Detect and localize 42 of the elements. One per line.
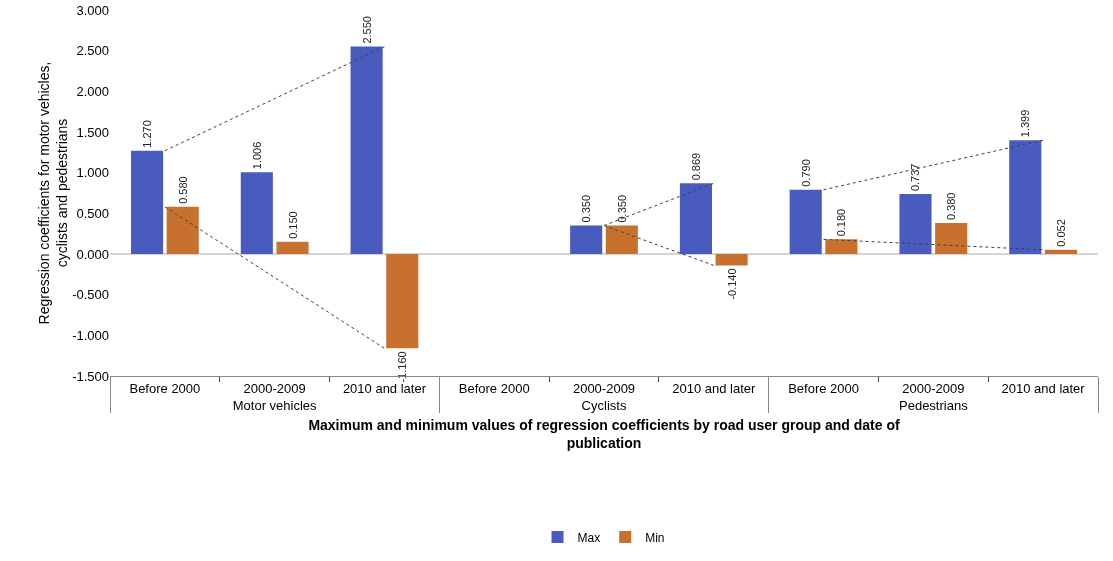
data-label: 0.350 [615,195,628,223]
text: Cyclists [581,397,627,413]
x-tick-label: 2010 and later [672,380,757,396]
data-label: 0.150 [286,211,299,239]
x-tick-label: Before 2000 [788,380,859,396]
data-label: 2.550 [360,16,373,44]
data-label: 0.869 [689,152,702,181]
data-label: 1.006 [250,141,263,170]
y-tick-label: 2.000 [76,83,109,99]
x-tick-label: 2000-2009 [243,380,306,396]
data-label: 1.270 [141,120,154,148]
y-tick-label: -1.000 [72,327,109,343]
text: Motor vehicles [232,397,318,413]
x-tick-label: 2000-2009 [902,380,965,396]
data-label: 0.180 [835,208,848,237]
legend-label: Max [577,530,601,545]
y-tick-label: 3.000 [76,2,109,18]
y-axis-title: Regression coefficients for motor vehicles, cyclists and pedestrians [35,61,71,325]
text: Pedestrians [899,397,969,413]
data-label: 0.350 [580,195,593,223]
data-label: 0.790 [799,159,812,187]
y-tick-label: 1.500 [76,124,109,140]
data-label: 1.399 [1019,109,1032,138]
y-tick-label: 0.500 [76,205,109,221]
y-tick-label: 2.500 [76,43,109,59]
x-tick-label: Before 2000 [129,380,201,396]
x-tick-label: 2000-2009 [572,380,636,396]
data-label: 0.380 [945,192,958,221]
legend-label: Min [645,530,665,545]
y-tick-label: 1.000 [76,165,109,181]
x-tick-label: 2010 and later [342,380,427,396]
x-tick-label: 2010 and later [1001,380,1086,396]
data-label: -1.160 [396,351,409,383]
y-tick-label: -1.500 [72,368,109,384]
y-tick-label: -0.500 [72,287,109,303]
data-label: -0.140 [725,268,738,300]
y-tick-label: 0.000 [76,246,109,262]
data-label: 0.052 [1054,219,1067,247]
data-label: 0.580 [176,176,189,204]
data-label: 0.737 [909,163,922,192]
x-axis-title: Maximum and minimum values of regression coefficients by road user group and date of publication [308,416,900,452]
x-tick-label: Before 2000 [458,380,530,396]
